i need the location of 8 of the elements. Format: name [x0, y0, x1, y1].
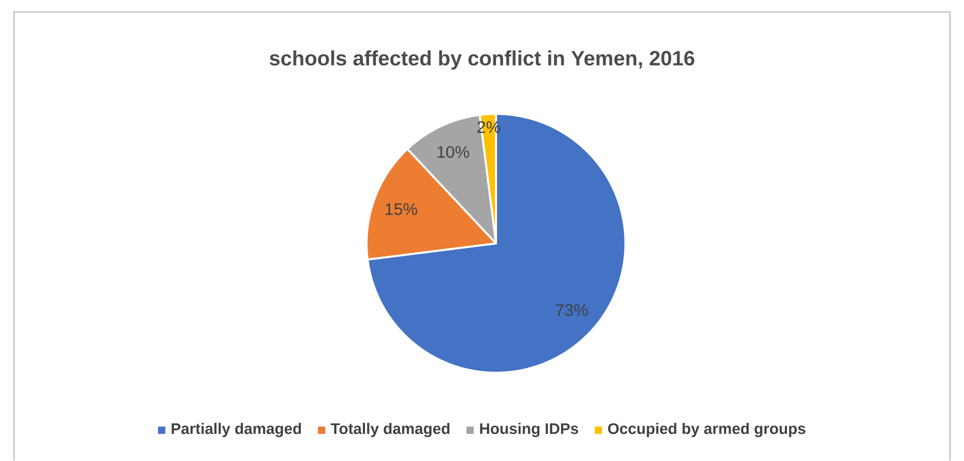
- legend-label: Partially damaged: [172, 422, 301, 438]
- legend-label: Housing IDPs: [480, 422, 578, 438]
- chart-title: schools affected by conflict in Yemen, 2016: [270, 50, 694, 70]
- data-label: 73%: [556, 304, 588, 316]
- legend-label: Occupied by armed groups: [608, 422, 806, 438]
- data-label: 15%: [386, 203, 418, 215]
- legend-label: Totally damaged: [330, 422, 450, 438]
- data-label: 10%: [438, 146, 470, 158]
